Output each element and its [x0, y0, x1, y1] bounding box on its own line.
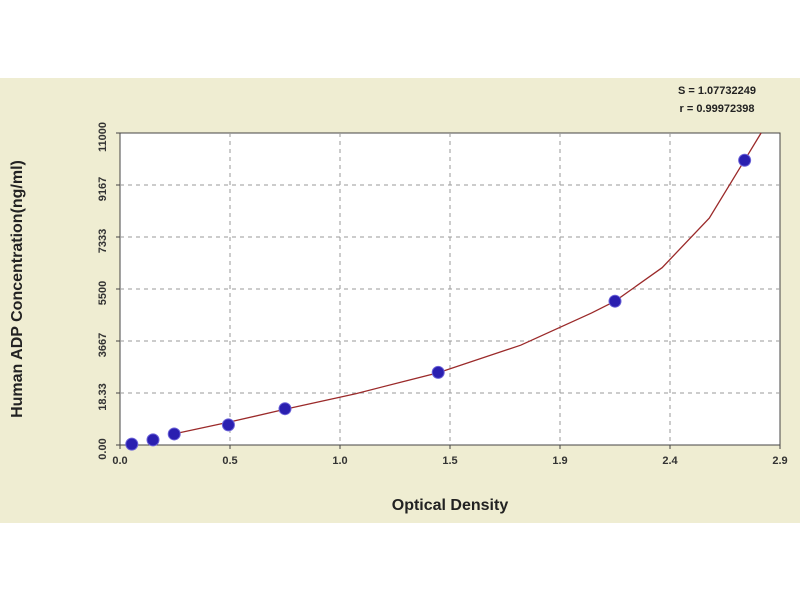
y-tick-label: 18.33: [97, 383, 109, 411]
chart-svg: 0.0 0.5 1.0 1.5 1.9 2.4 2.9 0.00 18.33 3667 5500 7…: [9, 85, 788, 514]
x-tick-label: 2.9: [772, 455, 787, 467]
data-point: [221, 418, 235, 432]
x-tick-label: 2.4: [662, 455, 678, 467]
data-points-layer: [125, 153, 752, 451]
y-tick-label: 9167: [97, 177, 109, 201]
chart-panel: 0.0 0.5 1.0 1.5 1.9 2.4 2.9 0.00 18.33 3667 5500 7…: [0, 78, 800, 523]
x-axis-title: Optical Density: [392, 497, 509, 514]
data-point: [738, 153, 752, 167]
y-tick-label: 0.00: [97, 438, 109, 459]
data-point: [278, 402, 292, 416]
fit-curve-layer: [174, 132, 762, 435]
y-tick-label: 3667: [97, 333, 109, 357]
data-point: [167, 427, 181, 441]
y-tick-label: 5500: [97, 281, 109, 305]
x-tick-label: 0.5: [222, 455, 237, 467]
stat-r: r = 0.99972398: [680, 103, 755, 115]
x-tick-label: 1.0: [332, 455, 347, 467]
y-tick-label: 7333: [97, 229, 109, 253]
x-tick-label: 1.5: [442, 455, 457, 467]
data-point: [146, 433, 160, 447]
grid-layer: [116, 132, 781, 449]
x-tick-label: 0.0: [112, 455, 127, 467]
data-point: [125, 437, 139, 451]
stat-s: S = 1.07732249: [678, 85, 756, 97]
y-tick-labels: 0.00 18.33 3667 5500 7333 9167 11000: [97, 122, 109, 460]
x-tick-label: 1.9: [552, 455, 567, 467]
y-tick-label: 11000: [97, 122, 109, 152]
data-point: [431, 365, 445, 379]
fit-curve: [174, 132, 762, 435]
y-axis-title: Human ADP Concentration(ng/ml): [9, 160, 26, 418]
data-point: [608, 294, 622, 308]
x-tick-labels: 0.0 0.5 1.0 1.5 1.9 2.4 2.9: [112, 455, 787, 467]
